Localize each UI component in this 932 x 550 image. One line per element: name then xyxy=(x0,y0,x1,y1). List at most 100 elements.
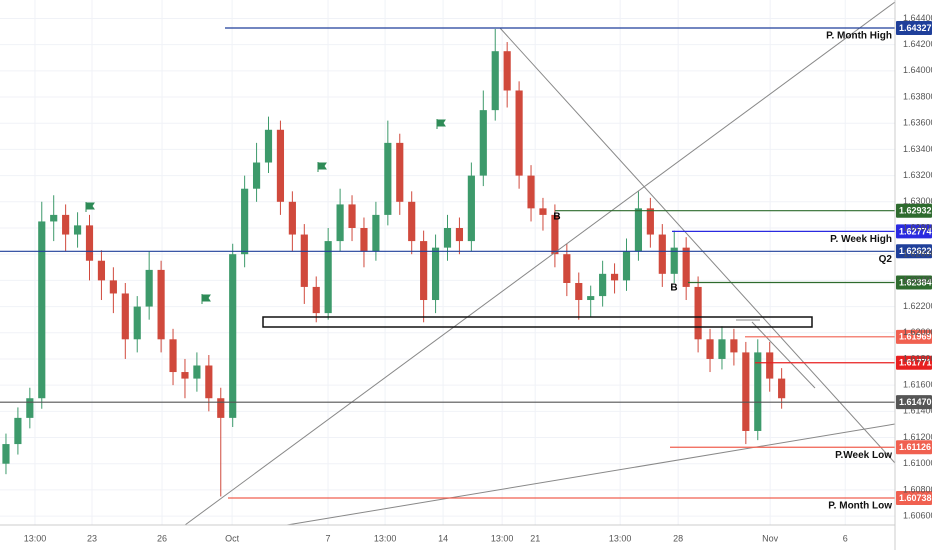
y-tick-label: 1.64200 xyxy=(903,39,932,49)
y-tick-label: 1.64000 xyxy=(903,65,932,75)
candle-body xyxy=(742,352,750,431)
price-tag-label: 1.61126 xyxy=(899,442,931,452)
level-label: P. Month High xyxy=(826,31,892,42)
level-label: Q2 xyxy=(879,254,893,265)
x-tick-label: Oct xyxy=(225,533,240,543)
candle-body xyxy=(85,225,94,261)
price-tag-label: 1.61470 xyxy=(899,397,932,407)
candle-body xyxy=(264,129,273,163)
annotation: B xyxy=(553,212,560,223)
y-tick-label: 1.62600 xyxy=(903,249,932,259)
flag xyxy=(201,294,211,304)
candle-body xyxy=(443,227,452,248)
candle-body xyxy=(229,254,237,418)
candle-body xyxy=(491,51,499,111)
x-tick-label: 14 xyxy=(438,533,448,543)
price-tag-label: 1.62384 xyxy=(899,277,932,287)
y-tick-label: 1.61400 xyxy=(903,406,932,416)
candle-body xyxy=(288,201,296,235)
price-tag xyxy=(896,329,932,344)
candle-body xyxy=(217,398,225,418)
y-tick-label: 1.63400 xyxy=(903,144,932,154)
candle-body xyxy=(157,269,165,340)
x-tick-label: 13:00 xyxy=(24,533,47,543)
y-tick-label: 1.63000 xyxy=(903,196,932,206)
candle-body xyxy=(646,208,654,235)
x-tick-label: 13:00 xyxy=(491,533,514,543)
candle-body xyxy=(26,398,34,418)
y-tick-label: 1.62000 xyxy=(903,327,932,337)
price-tag xyxy=(896,491,932,506)
candle-body xyxy=(599,273,607,297)
price-tag xyxy=(896,244,932,259)
candle-body xyxy=(431,247,440,301)
candle-body xyxy=(336,204,344,242)
y-tick-label: 1.62800 xyxy=(903,222,932,232)
candle-body xyxy=(73,225,82,235)
candle-body xyxy=(467,175,475,242)
x-tick-label: 6 xyxy=(843,533,848,543)
y-tick-label: 1.61800 xyxy=(903,353,932,363)
candle-body xyxy=(610,273,619,281)
candle-body xyxy=(38,221,46,399)
candle-body xyxy=(658,234,666,274)
y-tick-label: 1.63200 xyxy=(903,170,932,180)
price-tag xyxy=(896,203,932,218)
x-tick-label: 28 xyxy=(673,533,683,543)
candle-body xyxy=(420,241,428,301)
price-tag-label: 1.60738 xyxy=(899,493,932,503)
y-tick-label: 1.60800 xyxy=(903,484,932,494)
candle-body xyxy=(193,365,201,379)
candle-body xyxy=(730,339,738,353)
candle-body xyxy=(455,227,464,242)
price-tag-label: 1.62622 xyxy=(899,246,932,256)
flag xyxy=(436,119,446,129)
price-tag-label: 1.62932 xyxy=(899,206,932,216)
candle-body xyxy=(348,204,356,228)
candle-body xyxy=(408,201,416,242)
candle-body xyxy=(169,339,177,373)
y-tick-label: 1.62400 xyxy=(903,275,932,285)
y-tick-label: 1.62200 xyxy=(903,301,932,311)
price-tag xyxy=(896,224,932,239)
candle-body xyxy=(396,142,404,202)
candle-body xyxy=(384,142,392,215)
level-label: P. Month Low xyxy=(828,501,892,512)
candle-body xyxy=(587,296,595,301)
candle-body xyxy=(503,51,511,91)
candle-body xyxy=(539,208,547,215)
candle-body xyxy=(694,286,702,340)
price-tag-label: 1.62774 xyxy=(899,226,932,236)
x-tick-label: 13:00 xyxy=(374,533,397,543)
candle-body xyxy=(14,417,22,445)
x-tick-label: 23 xyxy=(87,533,97,543)
candle-body xyxy=(121,293,129,340)
candle-body xyxy=(360,227,368,252)
y-tick-label: 1.60600 xyxy=(903,510,932,520)
level-label: P. Week High xyxy=(830,234,892,245)
x-tick-label: 21 xyxy=(530,533,540,543)
candle-body xyxy=(109,280,117,294)
candle-body xyxy=(515,90,523,176)
flags xyxy=(85,119,446,304)
candle-body xyxy=(551,214,559,255)
candle-body xyxy=(706,339,714,359)
candle-body xyxy=(241,188,249,255)
candle-body xyxy=(778,378,786,399)
candle-body xyxy=(97,260,106,281)
y-tick-label: 1.63800 xyxy=(903,91,932,101)
y-tick-label: 1.61200 xyxy=(903,432,932,442)
price-tag-label: 1.64327 xyxy=(899,23,932,33)
candle-body xyxy=(300,234,308,287)
candle-body xyxy=(622,251,631,281)
levels: P. Month High 1.64327 1.62932 P. Week High 1… xyxy=(0,21,932,512)
candle-body xyxy=(754,352,762,431)
price-tag xyxy=(896,440,932,455)
price-tag-label: 1.61969 xyxy=(899,332,932,342)
candle-body xyxy=(682,247,690,287)
candle-body xyxy=(372,214,380,252)
zone-box xyxy=(262,316,813,328)
